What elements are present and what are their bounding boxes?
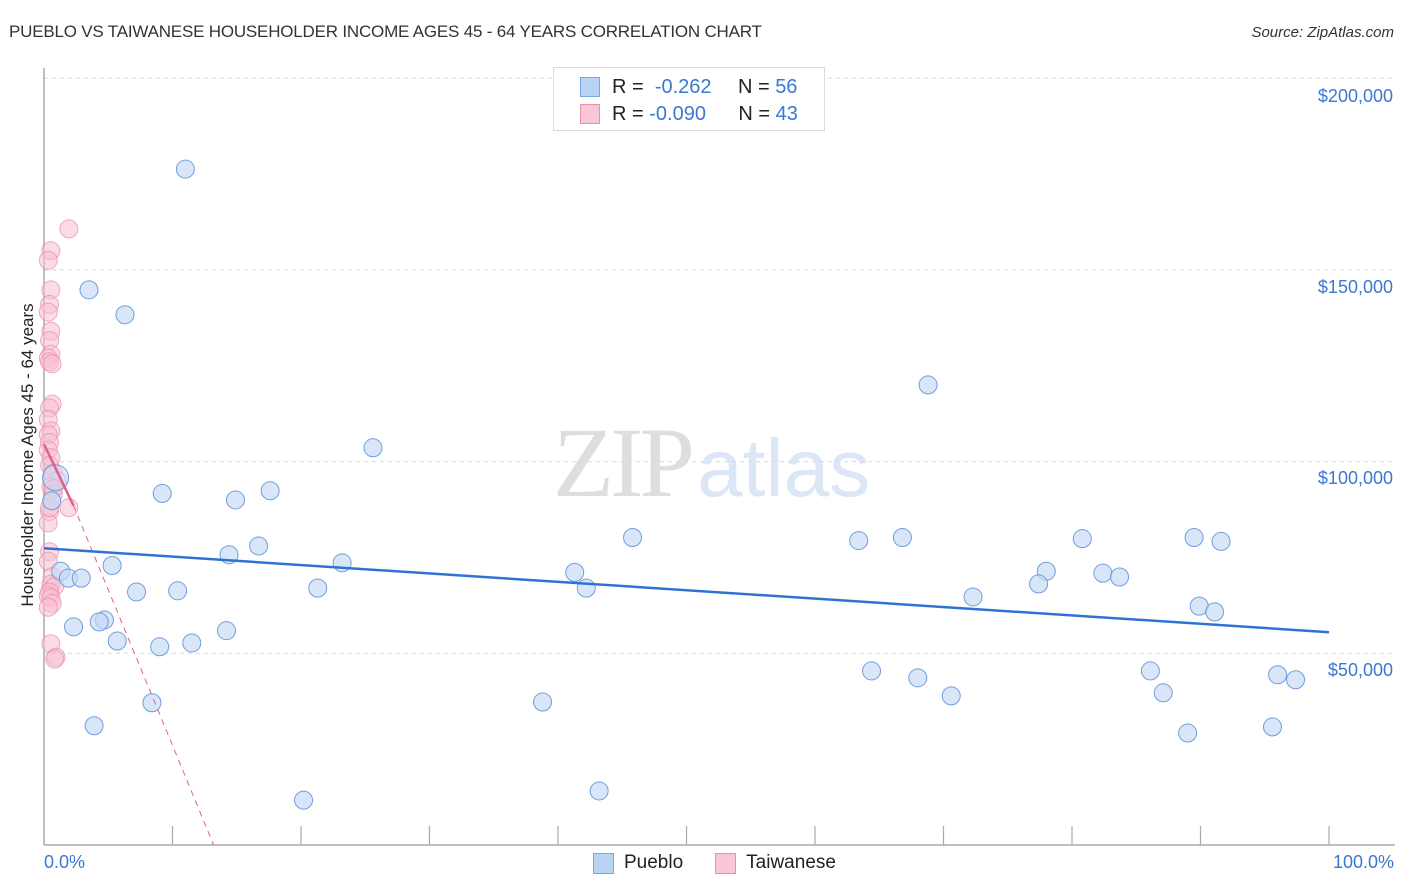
pueblo-point xyxy=(107,631,127,651)
pueblo-point xyxy=(862,661,882,681)
legend-item-pueblo[interactable]: Pueblo xyxy=(593,852,683,874)
legend-row-pueblo: R = -0.262 N = 56 xyxy=(580,75,797,99)
pueblo-point xyxy=(918,375,938,395)
taiwanese-point xyxy=(59,498,79,518)
pueblo-point xyxy=(1140,661,1160,681)
pueblo-point xyxy=(115,305,135,325)
taiwanese-r-value: -0.090 xyxy=(649,102,706,125)
y-tick-200000: $200,000 xyxy=(1317,86,1393,106)
pueblo-trend-line xyxy=(43,547,1330,634)
pueblo-point xyxy=(84,716,104,736)
pueblo-point xyxy=(1205,602,1225,622)
series-legend: Pueblo Taiwanese xyxy=(593,852,868,874)
taiwanese-point xyxy=(59,219,79,239)
y-tick-150000: $150,000 xyxy=(1317,277,1393,297)
chart-title: PUEBLO VS TAIWANESE HOUSEHOLDER INCOME A… xyxy=(9,22,762,41)
pueblo-point xyxy=(533,692,553,712)
pueblo-point xyxy=(363,438,383,458)
pueblo-point xyxy=(308,578,328,598)
legend-item-taiwanese[interactable]: Taiwanese xyxy=(715,852,836,874)
pueblo-point xyxy=(1178,723,1198,743)
pueblo-point xyxy=(71,568,91,588)
pueblo-point xyxy=(576,578,596,598)
pueblo-point xyxy=(294,790,314,810)
pueblo-swatch xyxy=(580,77,600,97)
pueblo-point xyxy=(849,531,869,551)
pueblo-point xyxy=(1211,531,1231,551)
y-tick-50000: $50,000 xyxy=(1327,660,1393,680)
pueblo-point xyxy=(623,528,643,548)
pueblo-point xyxy=(1286,670,1306,690)
pueblo-point xyxy=(102,556,122,576)
taiwanese-swatch xyxy=(580,104,600,124)
taiwanese-point xyxy=(38,302,58,322)
pueblo-point xyxy=(79,280,99,300)
taiwanese-point xyxy=(42,354,62,374)
taiwanese-n-value: 43 xyxy=(775,102,798,125)
pueblo-point xyxy=(142,693,162,713)
pueblo-point xyxy=(1093,563,1113,583)
pueblo-point xyxy=(249,536,269,556)
taiwanese-point xyxy=(38,250,58,270)
pueblo-point xyxy=(260,481,280,501)
pueblo-point xyxy=(1072,529,1092,549)
taiwanese-swatch xyxy=(715,852,737,874)
x-max-label: 100.0% xyxy=(1332,852,1394,872)
pueblo-point xyxy=(168,581,188,601)
y-tick-100000: $100,000 xyxy=(1317,468,1393,488)
pueblo-point xyxy=(127,582,147,602)
pueblo-point xyxy=(941,686,961,706)
source-label: Source: ZipAtlas.com xyxy=(1251,24,1394,41)
pueblo-point xyxy=(908,668,928,688)
taiwanese-point xyxy=(45,649,65,669)
pueblo-point xyxy=(565,562,585,582)
pueblo-point xyxy=(1262,717,1282,737)
pueblo-point xyxy=(64,617,84,637)
pueblo-point xyxy=(175,159,195,179)
legend-row-taiwanese: R = -0.090 N = 43 xyxy=(580,102,798,126)
taiwanese-point xyxy=(38,597,58,617)
pueblo-point xyxy=(89,612,109,632)
pueblo-point xyxy=(589,781,609,801)
pueblo-point xyxy=(1153,683,1173,703)
pueblo-point xyxy=(963,587,983,607)
x-min-label: 0.0% xyxy=(44,852,86,872)
pueblo-n-value: 56 xyxy=(775,75,798,98)
pueblo-r-value: -0.262 xyxy=(654,75,712,98)
pueblo-point xyxy=(892,528,912,548)
pueblo-point xyxy=(1110,567,1130,587)
taiwanese-trend-extension xyxy=(73,505,215,846)
pueblo-point xyxy=(1029,574,1049,594)
y-axis-label: Householder Income Ages 45 - 64 years xyxy=(18,303,37,607)
pueblo-point xyxy=(1268,665,1288,685)
pueblo-point xyxy=(225,490,245,510)
pueblo-point xyxy=(42,491,62,511)
correlation-legend: R = -0.262 N = 56 R = -0.090 N = 43 xyxy=(553,67,825,131)
pueblo-point xyxy=(150,637,170,657)
pueblo-point xyxy=(152,483,172,503)
pueblo-point xyxy=(216,621,236,641)
pueblo-point xyxy=(182,633,202,653)
taiwanese-trend-line xyxy=(42,443,75,507)
pueblo-swatch xyxy=(593,852,614,874)
pueblo-point xyxy=(1184,528,1204,548)
